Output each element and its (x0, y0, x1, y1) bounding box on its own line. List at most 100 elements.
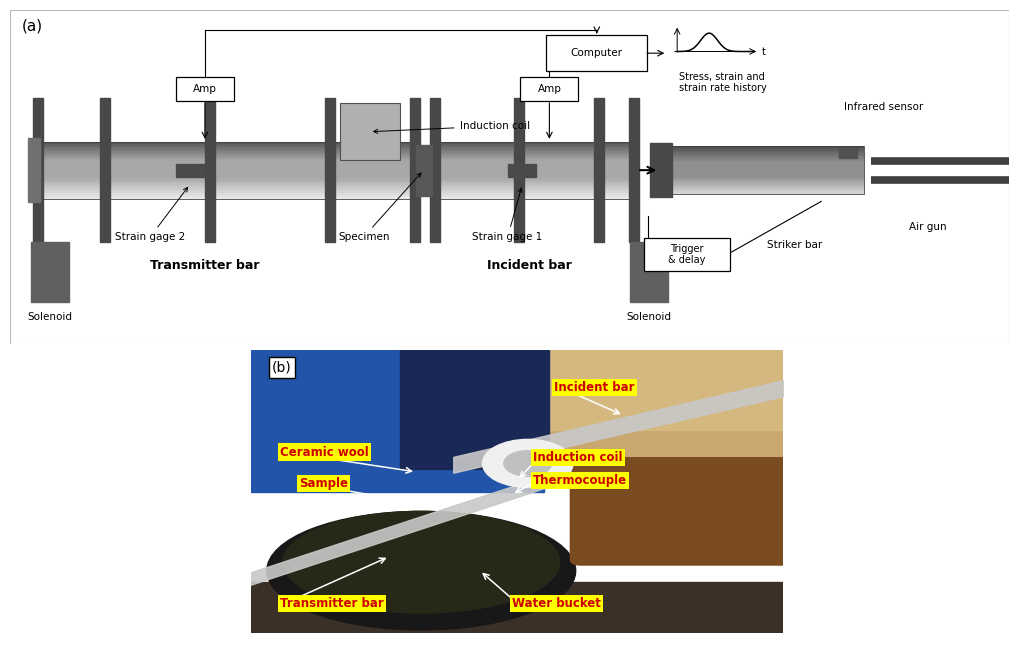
Bar (665, 165, 864, 167)
Bar (509, 164, 537, 177)
Text: Ceramic wool: Ceramic wool (281, 446, 369, 459)
Bar (38, 161, 415, 163)
Bar (38, 163, 415, 164)
Bar (665, 154, 864, 156)
Text: Solenoid: Solenoid (28, 312, 73, 322)
Bar (665, 182, 864, 183)
Bar (434, 197, 634, 199)
Bar (100, 98, 110, 242)
Bar (434, 155, 634, 157)
Bar (251, 582, 783, 633)
Bar (665, 162, 864, 164)
Text: Water bucket: Water bucket (512, 596, 601, 609)
Bar (434, 161, 634, 163)
Bar (38, 187, 415, 189)
Bar (665, 156, 864, 157)
Bar (38, 159, 415, 161)
Bar (630, 242, 669, 302)
Circle shape (504, 450, 552, 476)
Text: t: t (762, 47, 766, 56)
Bar (665, 180, 864, 182)
Bar (665, 169, 864, 170)
Bar (38, 172, 415, 174)
Bar (31, 242, 70, 302)
Bar (38, 170, 415, 172)
Text: Trigger
& delay: Trigger & delay (669, 244, 706, 265)
Text: Strain gage 1: Strain gage 1 (472, 188, 543, 242)
Bar (38, 191, 415, 193)
Bar (514, 98, 524, 242)
Bar (434, 157, 634, 159)
Bar (665, 153, 864, 154)
Bar (38, 174, 415, 176)
FancyBboxPatch shape (570, 458, 794, 565)
Bar (33, 98, 43, 242)
Ellipse shape (267, 511, 575, 630)
Text: Infrared sensor: Infrared sensor (844, 102, 924, 112)
Bar (434, 174, 634, 176)
Bar (38, 141, 415, 143)
Text: Striker bar: Striker bar (767, 240, 822, 251)
Ellipse shape (283, 511, 560, 613)
Bar (434, 164, 634, 166)
Text: (a): (a) (23, 18, 43, 33)
Bar (400, 350, 549, 469)
Bar (434, 143, 634, 145)
Text: Thermocouple: Thermocouple (534, 474, 628, 487)
Bar (176, 164, 204, 177)
Bar (665, 146, 864, 147)
Bar (38, 145, 415, 147)
Bar (665, 164, 864, 165)
Bar (434, 180, 634, 182)
Bar (38, 178, 415, 180)
Bar (38, 143, 415, 145)
Bar (665, 147, 864, 149)
Bar (434, 176, 634, 178)
Bar (665, 193, 864, 194)
Bar (434, 191, 634, 193)
Bar (434, 172, 634, 174)
Text: Amp: Amp (538, 84, 561, 94)
Bar (665, 167, 864, 169)
Bar (416, 145, 431, 196)
Bar (434, 163, 634, 164)
Text: Transmitter bar: Transmitter bar (151, 259, 260, 272)
Bar (665, 160, 864, 162)
Bar (434, 141, 634, 143)
Text: Strain gage 2: Strain gage 2 (115, 188, 187, 242)
Bar (434, 184, 634, 186)
Bar (474, 350, 783, 478)
Bar (839, 149, 857, 158)
FancyBboxPatch shape (547, 36, 647, 71)
Bar (38, 149, 415, 151)
Bar (434, 178, 634, 180)
Bar (665, 191, 864, 193)
Bar (38, 151, 415, 153)
Bar (434, 147, 634, 149)
Bar (251, 350, 544, 492)
Text: Induction coil: Induction coil (534, 451, 623, 464)
FancyBboxPatch shape (520, 77, 579, 101)
Bar (665, 157, 864, 159)
Bar (665, 146, 864, 194)
Text: Specimen: Specimen (338, 173, 421, 242)
Bar (629, 98, 639, 242)
Text: (b): (b) (272, 360, 292, 374)
FancyBboxPatch shape (644, 238, 730, 271)
Bar (434, 193, 634, 195)
Bar (38, 197, 415, 199)
Bar (38, 182, 415, 184)
Bar (38, 180, 415, 182)
Bar (665, 185, 864, 186)
Bar (325, 98, 335, 242)
Bar (38, 155, 415, 157)
Text: Incident bar: Incident bar (487, 259, 571, 272)
Bar (665, 175, 864, 177)
Bar (29, 138, 40, 202)
Bar (38, 166, 415, 168)
Bar (434, 166, 634, 168)
Text: Amp: Amp (193, 84, 217, 94)
Bar (38, 147, 415, 149)
Bar (434, 189, 634, 191)
Bar (665, 188, 864, 190)
